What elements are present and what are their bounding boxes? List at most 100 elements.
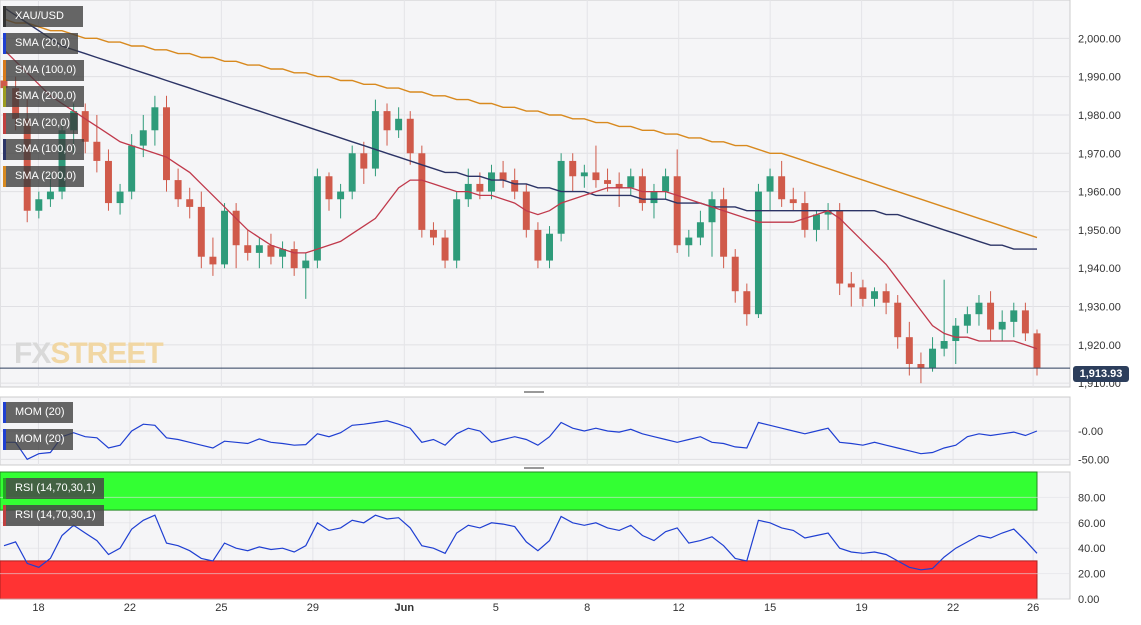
candle-body <box>441 237 449 261</box>
watermark-main: FX <box>14 337 51 370</box>
x-tick-label: 22 <box>124 602 136 614</box>
x-tick-label: Jun <box>395 602 415 614</box>
rsi-line <box>3 514 1038 571</box>
candle-body <box>859 287 867 299</box>
candle <box>871 287 878 307</box>
candle-body <box>696 222 704 238</box>
candle <box>662 168 670 200</box>
candle <box>395 107 403 138</box>
candle <box>279 241 287 269</box>
candle-body <box>244 245 252 253</box>
candle <box>824 203 832 230</box>
candle-body <box>952 325 960 342</box>
candle-body <box>429 229 437 238</box>
rsi-tick-label: 0.00 <box>1078 594 1099 606</box>
candle-body <box>720 199 728 257</box>
candle-body <box>604 180 612 184</box>
rsi-label[interactable]: RSI (14,70,30,1) <box>3 478 104 499</box>
x-tick-label: 18 <box>32 602 44 614</box>
candle <box>708 191 716 257</box>
candle <box>987 291 995 342</box>
candle-body <box>255 245 263 253</box>
rsi-label[interactable]: RSI (14,70,30,1) <box>3 505 104 526</box>
candle-body <box>812 214 820 230</box>
candle <box>754 183 762 319</box>
candle-body <box>685 237 693 246</box>
candle-body <box>987 302 995 330</box>
momentum-tick-label: -50.00 <box>1078 454 1109 466</box>
x-tick-label: 26 <box>1027 602 1039 614</box>
candle-body <box>139 130 147 146</box>
candle <box>546 226 553 269</box>
candle <box>963 306 971 334</box>
candle-body <box>836 210 844 284</box>
candle <box>406 111 414 165</box>
candle <box>696 210 704 246</box>
indicator-label[interactable]: SMA (200,0) <box>3 86 85 107</box>
candle-body <box>35 199 43 211</box>
candle <box>35 191 43 219</box>
candle <box>313 168 321 269</box>
indicator-label[interactable]: SMA (20,0) <box>3 33 79 54</box>
candle <box>650 183 658 219</box>
momentum-label[interactable]: MOM (20) <box>3 402 73 423</box>
price-tick-label: 1,940.00 <box>1078 263 1121 275</box>
candle <box>197 191 205 269</box>
candle-body <box>975 302 983 315</box>
candle <box>290 241 298 276</box>
candle-body <box>371 111 379 169</box>
candle <box>1010 302 1018 338</box>
candle-body <box>1010 310 1018 322</box>
candle <box>232 203 240 269</box>
candle-body <box>197 206 205 257</box>
candle-body <box>929 348 937 368</box>
price-tick-label: 1,950.00 <box>1078 225 1121 237</box>
candle-body <box>267 245 275 257</box>
candle-body <box>360 153 368 169</box>
candle-body <box>905 337 913 365</box>
candle-body <box>534 229 542 261</box>
indicator-label[interactable]: SMA (200,0) <box>3 165 85 187</box>
candle-body <box>882 291 890 303</box>
candle-body <box>174 180 182 200</box>
rsi-overbought-zone <box>0 471 1038 511</box>
candle-body <box>754 191 762 315</box>
candle-body <box>592 172 600 181</box>
candle <box>163 95 170 192</box>
candle-body <box>302 260 310 269</box>
price-tick-label: 1,920.00 <box>1078 340 1121 352</box>
candle <box>940 279 948 357</box>
candle <box>174 168 182 207</box>
candle <box>221 203 229 269</box>
momentum-label[interactable]: MOM (20) <box>3 429 73 450</box>
candle-body <box>406 118 414 154</box>
candle <box>93 114 101 173</box>
fxstreet-watermark: FXSTREET <box>14 337 164 371</box>
symbol-label[interactable]: XAU/USD <box>3 6 83 27</box>
candle <box>801 191 809 238</box>
candle-body <box>998 321 1006 330</box>
candle <box>638 168 646 211</box>
watermark-accent: STREET <box>50 337 163 370</box>
indicator-label[interactable]: SMA (20,0) <box>3 112 79 134</box>
candle-body <box>778 176 786 200</box>
candle-body <box>546 233 553 261</box>
indicator-label[interactable]: SMA (100,0) <box>3 59 85 81</box>
candle <box>244 229 252 261</box>
candle-body <box>186 199 194 207</box>
candle-body <box>499 172 507 181</box>
candle <box>116 183 124 215</box>
last-price-tag: 1,913.93 <box>1073 366 1129 382</box>
price-tick-label: 2,000.00 <box>1078 33 1121 45</box>
candle-body <box>917 364 925 368</box>
indicator-label[interactable]: SMA (100,0) <box>3 139 85 160</box>
candle-body <box>789 199 797 204</box>
x-tick-label: 22 <box>947 602 959 614</box>
candle <box>186 187 194 219</box>
candle-body <box>824 210 832 215</box>
candle <box>441 229 449 269</box>
candle <box>557 153 565 242</box>
rsi-tick-label: 40.00 <box>1078 543 1106 555</box>
candle <box>453 191 461 269</box>
candle <box>859 279 867 307</box>
